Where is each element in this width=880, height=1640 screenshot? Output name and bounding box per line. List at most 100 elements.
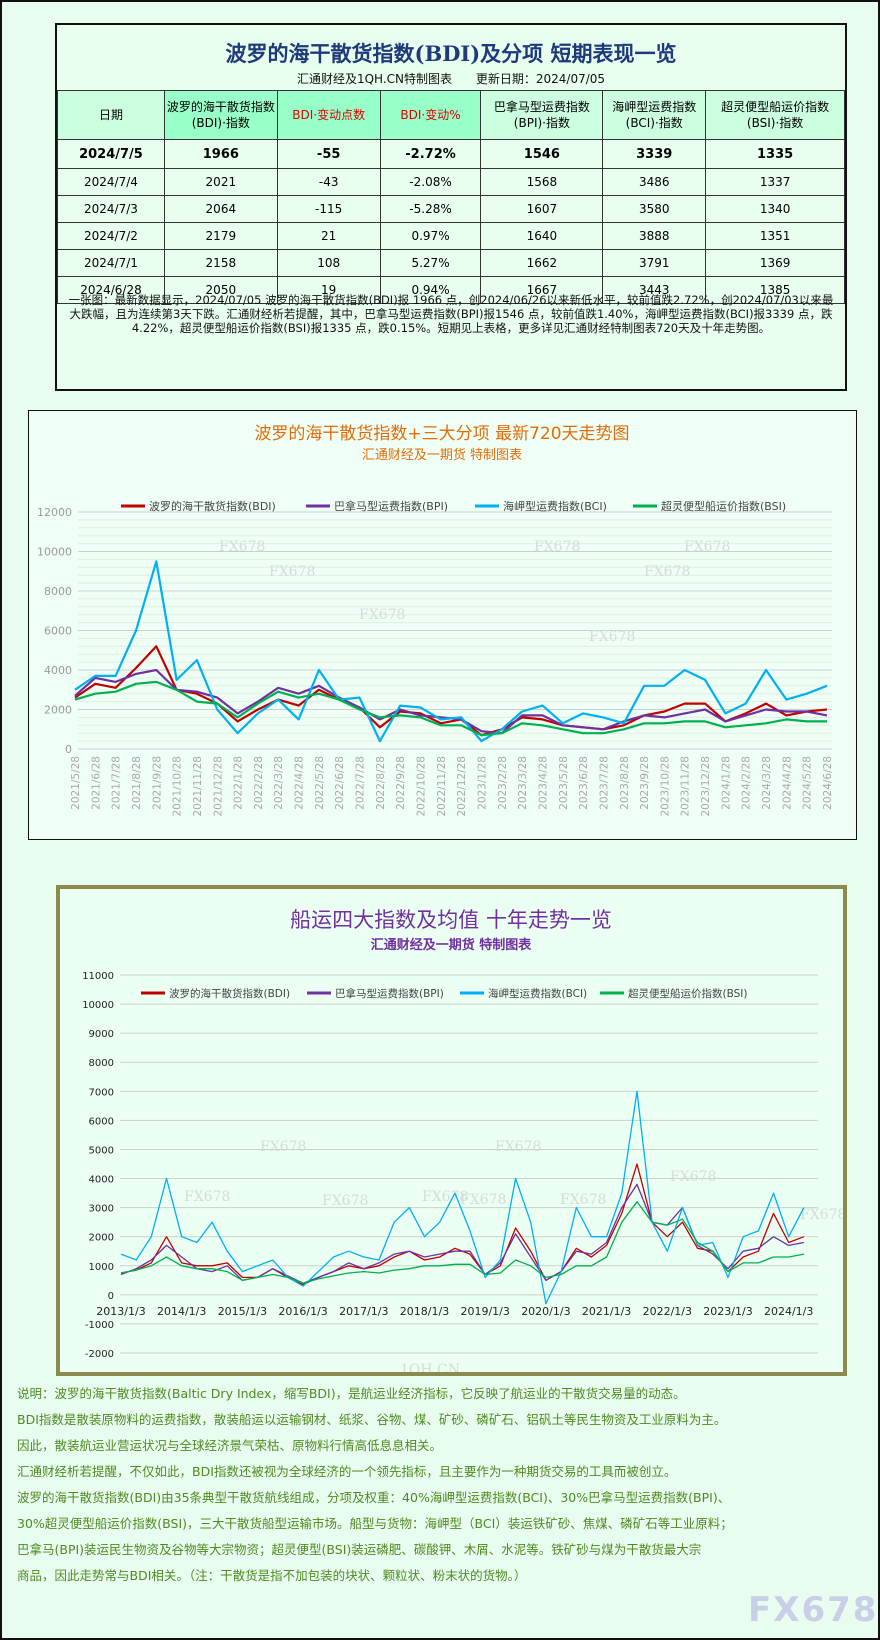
x-tick-label: 2023/6/28: [578, 756, 590, 810]
legend-label-bci: 海岬型运费指数(BCI): [503, 499, 607, 513]
x-tick-label: 2024/1/28: [720, 756, 732, 810]
summary-table: 日期 波罗的海干散货指数(BDI)·指数 BDI·变动点数 BDI·变动% 巴拿…: [57, 90, 845, 304]
table-header-row: 日期 波罗的海干散货指数(BDI)·指数 BDI·变动点数 BDI·变动% 巴拿…: [57, 90, 845, 140]
x-tick-label: 2022/7/28: [355, 756, 367, 810]
y-tick-label: 8000: [89, 1058, 114, 1069]
table-row: 2024/7/2 2179 21 0.97% 1640 3888 1351: [57, 222, 845, 250]
watermark-text: FX678: [684, 539, 730, 555]
cell-bdi-change-pct: -2.08%: [379, 168, 482, 196]
cell-bdi-change-pct: 0.97%: [379, 222, 482, 250]
cell-bsi: 1335: [705, 139, 845, 169]
cell-bci: 3580: [602, 195, 707, 223]
y-tick-label: 7000: [89, 1087, 114, 1098]
x-tick-label: 2022/12/28: [456, 756, 468, 817]
cell-bpi: 1607: [480, 195, 604, 223]
fx678-watermark-logo: FX678: [748, 1590, 879, 1630]
watermark-text: FX678: [184, 1189, 230, 1205]
x-tick-label: 2023/8/28: [619, 756, 631, 810]
x-tick-label: 2021/5/28: [70, 756, 82, 810]
cell-date: 2024/6/28: [57, 276, 165, 304]
x-tick-label: 2019/1/3: [460, 1305, 509, 1318]
x-tick-label: 2023/7/28: [598, 756, 610, 810]
watermark-text: FX678: [534, 539, 580, 555]
y-tick-label: 2000: [44, 704, 72, 717]
x-tick-label: 2022/5/28: [314, 756, 326, 810]
chart-subtitle: 汇通财经及一期货 特制图表: [362, 447, 522, 463]
table-row: 2024/7/1 2158 108 5.27% 1662 3791 1369: [57, 249, 845, 277]
cell-date: 2024/7/4: [57, 168, 165, 196]
note-line: 30%超灵便型船运价指数(BSI)，三大干散货船型运输市场。船型与货物：海岬型（…: [17, 1516, 733, 1531]
x-tick-label: 2023/5/28: [558, 756, 570, 810]
header-date: 日期: [57, 90, 165, 140]
y-tick-label: 10000: [37, 546, 72, 559]
x-tick-label: 2024/5/28: [802, 756, 814, 810]
watermark-text: FX678: [560, 1192, 606, 1208]
x-tick-label: 2022/1/28: [233, 756, 245, 810]
cell-bsi: 1351: [705, 222, 845, 250]
x-tick-label: 2022/6/28: [334, 756, 346, 810]
y-tick-label: 2000: [89, 1233, 114, 1244]
x-tick-label: 2023/4/28: [537, 756, 549, 810]
cell-bdi-change: -55: [276, 139, 381, 169]
y-tick-label: 8000: [44, 585, 72, 598]
y-tick-label: 11000: [82, 971, 114, 982]
summary-table-panel: 波罗的海干散货指数(BDI)及分项 短期表现一览 汇通财经及1QH.CN特制图表…: [55, 23, 847, 391]
x-tick-label: 2021/9/28: [151, 756, 163, 810]
table-row: 2024/7/3 2064 -115 -5.28% 1607 3580 1340: [57, 195, 845, 223]
watermark-text: FX678: [460, 1192, 506, 1208]
x-tick-label: 2016/1/3: [278, 1305, 327, 1318]
watermark-text: FX678: [589, 629, 635, 645]
series-line-bsi: [74, 680, 827, 737]
watermark-text: FX678: [219, 539, 265, 555]
x-tick-label: 2023/1/28: [476, 756, 488, 810]
legend-label-bsi: 超灵便型船运价指数(BSI): [661, 499, 786, 513]
cell-date: 2024/7/5: [57, 139, 165, 169]
cell-bpi: 1662: [480, 249, 604, 277]
x-tick-label: 2020/1/3: [521, 1305, 570, 1318]
x-tick-label: 2023/2/28: [497, 756, 509, 810]
y-tick-label: 5000: [89, 1145, 114, 1156]
x-tick-label: 2018/1/3: [400, 1305, 449, 1318]
y-tick-label: 4000: [44, 664, 72, 677]
cell-bdi-change: 108: [276, 249, 381, 277]
y-tick-label: 9000: [89, 1029, 114, 1040]
x-tick-label: 2022/2/28: [253, 756, 265, 810]
x-tick-label: 2024/2/28: [741, 756, 753, 810]
note-line: 因此，散装航运业营运状况与全球经济景气荣枯、原物料行情高低息息相关。: [17, 1438, 443, 1453]
cell-bdi-change-pct: -2.72%: [379, 139, 482, 169]
y-tick-label: 3000: [89, 1204, 114, 1215]
chart-720-day-svg: 020004000600080001000012000FX678FX678FX6…: [37, 424, 834, 817]
table-row: 2024/7/4 2021 -43 -2.08% 1568 3486 1337: [57, 168, 845, 196]
watermark-text: 1QH.CN: [400, 1362, 460, 1372]
cell-bdi-change-pct: 5.27%: [379, 249, 482, 277]
table-subtitle: 汇通财经及1QH.CN特制图表 更新日期：2024/07/05: [57, 70, 845, 87]
header-bdi-change-pct: BDI·变动%: [379, 90, 482, 140]
y-tick-label: 1000: [89, 1262, 114, 1273]
x-tick-label: 2021/11/28: [192, 756, 204, 817]
chart-title: 波罗的海干散货指数+三大分项 最新720天走势图: [254, 424, 629, 444]
y-tick-label: -2000: [85, 1349, 114, 1360]
y-tick-label: 0: [108, 1291, 114, 1302]
cell-bpi: 1546: [480, 139, 604, 169]
watermark-text: FX678: [269, 564, 315, 580]
watermark-text: FX678: [260, 1139, 306, 1155]
table-source: 汇通财经及1QH.CN特制图表: [296, 72, 453, 86]
x-tick-label: 2022/4/28: [294, 756, 306, 810]
cell-bdi: 1966: [163, 139, 278, 169]
cell-date: 2024/7/1: [57, 249, 165, 277]
x-tick-label: 2021/7/28: [111, 756, 123, 810]
note-line: 汇通财经析若提醒，不仅如此，BDI指数还被视为全球经济的一个领先指标，且主要作为…: [17, 1464, 677, 1479]
x-tick-label: 2022/10/28: [416, 756, 428, 817]
chart-10-year: -2000 -1000 0 1000 2000 3000 4000 5000 6000 7000 8…: [56, 885, 847, 1376]
table-row: 2024/6/28 2050 19 0.94% 1667 3443 1385: [57, 276, 845, 304]
watermark-text: FX678: [495, 1139, 541, 1155]
x-tick-label: 2024/1/3: [764, 1305, 813, 1318]
table-row: 2024/7/5 1966 -55 -2.72% 1546 3339 1335: [57, 139, 845, 169]
legend-label-bci: 海岬型运费指数(BCI): [488, 987, 587, 1000]
note-line: 商品，因此走势常与BDI相关。（注：干散货是指不加包装的块状、颗粒状、粉末状的货…: [17, 1568, 527, 1583]
y-tick-label: 0: [65, 743, 72, 756]
note-line: 说明：波罗的海干散货指数(Baltic Dry Index，缩写BDI)，是航运…: [17, 1386, 686, 1401]
x-tick-label: 2014/1/3: [157, 1305, 206, 1318]
legend-label-bpi: 巴拿马型运费指数(BPI): [334, 499, 448, 513]
cell-bci: 3443: [602, 276, 707, 304]
